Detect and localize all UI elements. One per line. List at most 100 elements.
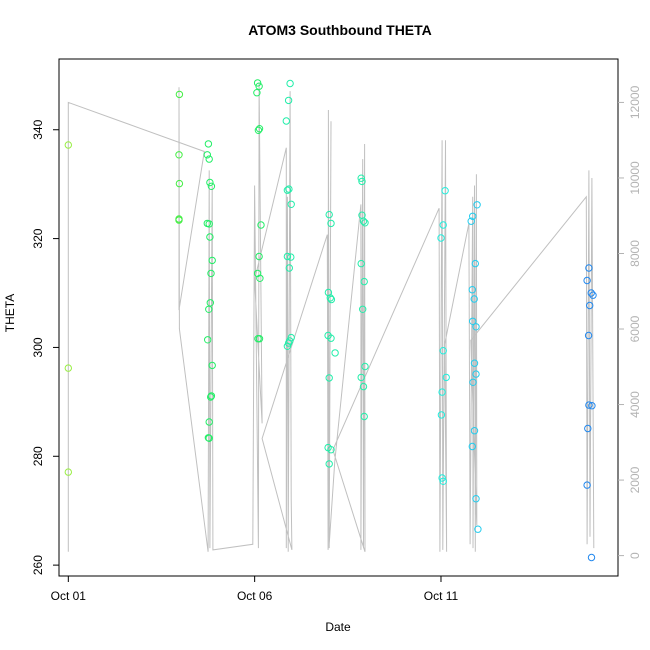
data-point	[585, 401, 593, 409]
y-right-tick-label: 6000	[628, 315, 642, 342]
data-point	[358, 177, 366, 186]
y-right-tick-label: 10000	[628, 161, 642, 195]
data-point	[175, 179, 184, 188]
data-point	[469, 317, 477, 325]
data-point	[467, 217, 475, 225]
data-point	[473, 201, 481, 209]
y-right-tick-label: 2000	[628, 466, 642, 493]
data-point	[470, 359, 479, 367]
data-point	[207, 393, 215, 401]
data-point	[257, 221, 265, 229]
data-point	[255, 125, 264, 133]
plot-frame	[58, 58, 619, 577]
data-point	[325, 460, 333, 468]
y-right-tick-label: 8000	[628, 240, 642, 267]
data-point	[286, 79, 294, 88]
data-point	[468, 442, 476, 451]
data-point	[441, 187, 449, 195]
data-point	[207, 269, 215, 278]
x-axis-label: Date	[325, 620, 351, 634]
y-tick-label: 260	[31, 555, 45, 575]
data-point	[207, 392, 216, 400]
y-right-tick-label: 0	[628, 552, 642, 559]
data-point	[255, 252, 263, 261]
data-point	[442, 373, 450, 382]
data-point	[206, 178, 214, 187]
x-tick-label: Oct 11	[424, 589, 459, 603]
data-point	[357, 259, 365, 268]
data-point	[207, 182, 216, 191]
data-point	[255, 335, 264, 343]
data-point	[359, 382, 368, 391]
data-point	[439, 477, 447, 485]
data-point	[472, 370, 480, 378]
data-point	[470, 295, 478, 303]
data-point	[208, 256, 216, 265]
data-point	[175, 90, 184, 99]
data-point	[357, 174, 365, 182]
data-point	[208, 361, 216, 370]
data-point	[361, 219, 369, 227]
data-point	[584, 331, 593, 340]
data-point	[205, 220, 213, 228]
data-point	[468, 286, 476, 294]
data-point	[589, 291, 597, 299]
data-point	[359, 217, 368, 225]
data-point	[331, 349, 339, 357]
data-point	[469, 378, 477, 386]
data-point	[360, 277, 368, 286]
data-point	[64, 364, 73, 372]
data-point	[439, 221, 447, 229]
data-point	[326, 294, 334, 302]
data-point	[583, 276, 591, 285]
data-point	[255, 82, 263, 90]
y-axis: 260 280 300 320 340	[31, 119, 59, 575]
data-point	[360, 412, 368, 421]
data-point	[437, 411, 446, 419]
data-point	[586, 301, 594, 310]
data-point	[469, 212, 477, 221]
data-point	[583, 481, 591, 489]
data-point	[175, 151, 183, 159]
y-right-tick-label: 12000	[628, 85, 642, 119]
data-point	[175, 216, 183, 224]
data-point	[327, 446, 335, 454]
data-point	[64, 141, 73, 149]
overlay-layer	[67, 83, 595, 552]
data-point	[285, 185, 293, 193]
data-point	[588, 402, 596, 410]
data-point	[585, 264, 593, 272]
data-point	[361, 362, 369, 371]
data-point	[204, 336, 212, 344]
data-point	[204, 140, 213, 148]
data-point	[284, 96, 293, 105]
data-point	[587, 553, 596, 562]
data-point	[584, 424, 592, 433]
data-point	[283, 342, 292, 350]
data-point	[283, 252, 292, 261]
data-point	[325, 210, 333, 219]
data-point	[287, 253, 295, 261]
data-point	[205, 155, 213, 163]
data-point	[325, 374, 333, 382]
data-point	[253, 79, 262, 87]
data-point	[472, 495, 480, 503]
x-tick-label: Oct 06	[237, 589, 273, 603]
data-point	[437, 234, 445, 242]
data-point	[359, 305, 367, 313]
data-point	[205, 418, 213, 426]
overlay-series-line	[67, 83, 595, 552]
data-point	[205, 434, 213, 442]
y-tick-label: 280	[31, 446, 45, 466]
data-point	[64, 468, 73, 476]
data-point	[439, 347, 447, 355]
data-point	[587, 289, 595, 297]
data-point	[285, 264, 293, 272]
data-point	[474, 525, 482, 533]
data-point	[471, 259, 479, 268]
data-point	[282, 117, 290, 125]
data-point	[327, 295, 336, 304]
y-tick-label: 300	[31, 337, 45, 357]
data-point	[470, 427, 479, 435]
data-point	[254, 126, 263, 135]
